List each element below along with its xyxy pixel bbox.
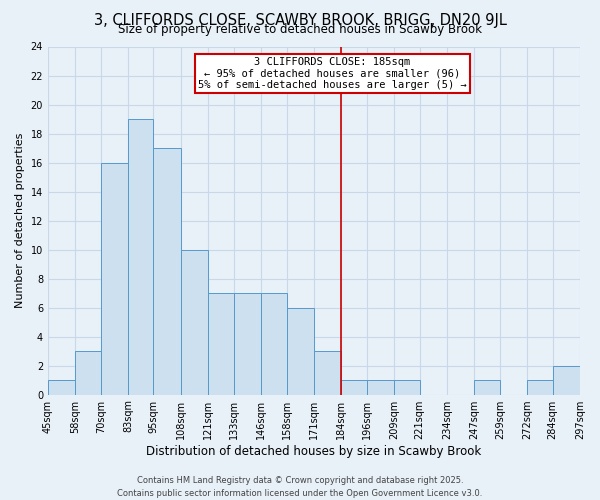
Text: 3 CLIFFORDS CLOSE: 185sqm
← 95% of detached houses are smaller (96)
5% of semi-d: 3 CLIFFORDS CLOSE: 185sqm ← 95% of detac… [198,57,467,90]
Bar [553,366,580,394]
Bar [314,351,341,395]
Bar [261,293,287,394]
Text: 3, CLIFFORDS CLOSE, SCAWBY BROOK, BRIGG, DN20 9JL: 3, CLIFFORDS CLOSE, SCAWBY BROOK, BRIGG,… [94,12,506,28]
Text: Contains HM Land Registry data © Crown copyright and database right 2025.
Contai: Contains HM Land Registry data © Crown c… [118,476,482,498]
Bar [101,162,128,394]
Bar [208,293,234,394]
Bar [76,351,101,395]
Bar [341,380,367,394]
Text: Size of property relative to detached houses in Scawby Brook: Size of property relative to detached ho… [118,22,482,36]
Bar [367,380,394,394]
Bar [154,148,181,394]
Bar [128,119,154,394]
Bar [181,250,208,394]
X-axis label: Distribution of detached houses by size in Scawby Brook: Distribution of detached houses by size … [146,444,482,458]
Bar [527,380,553,394]
Bar [394,380,419,394]
Bar [475,380,500,394]
Bar [48,380,76,394]
Y-axis label: Number of detached properties: Number of detached properties [15,133,25,308]
Bar [287,308,314,394]
Bar [234,293,261,394]
